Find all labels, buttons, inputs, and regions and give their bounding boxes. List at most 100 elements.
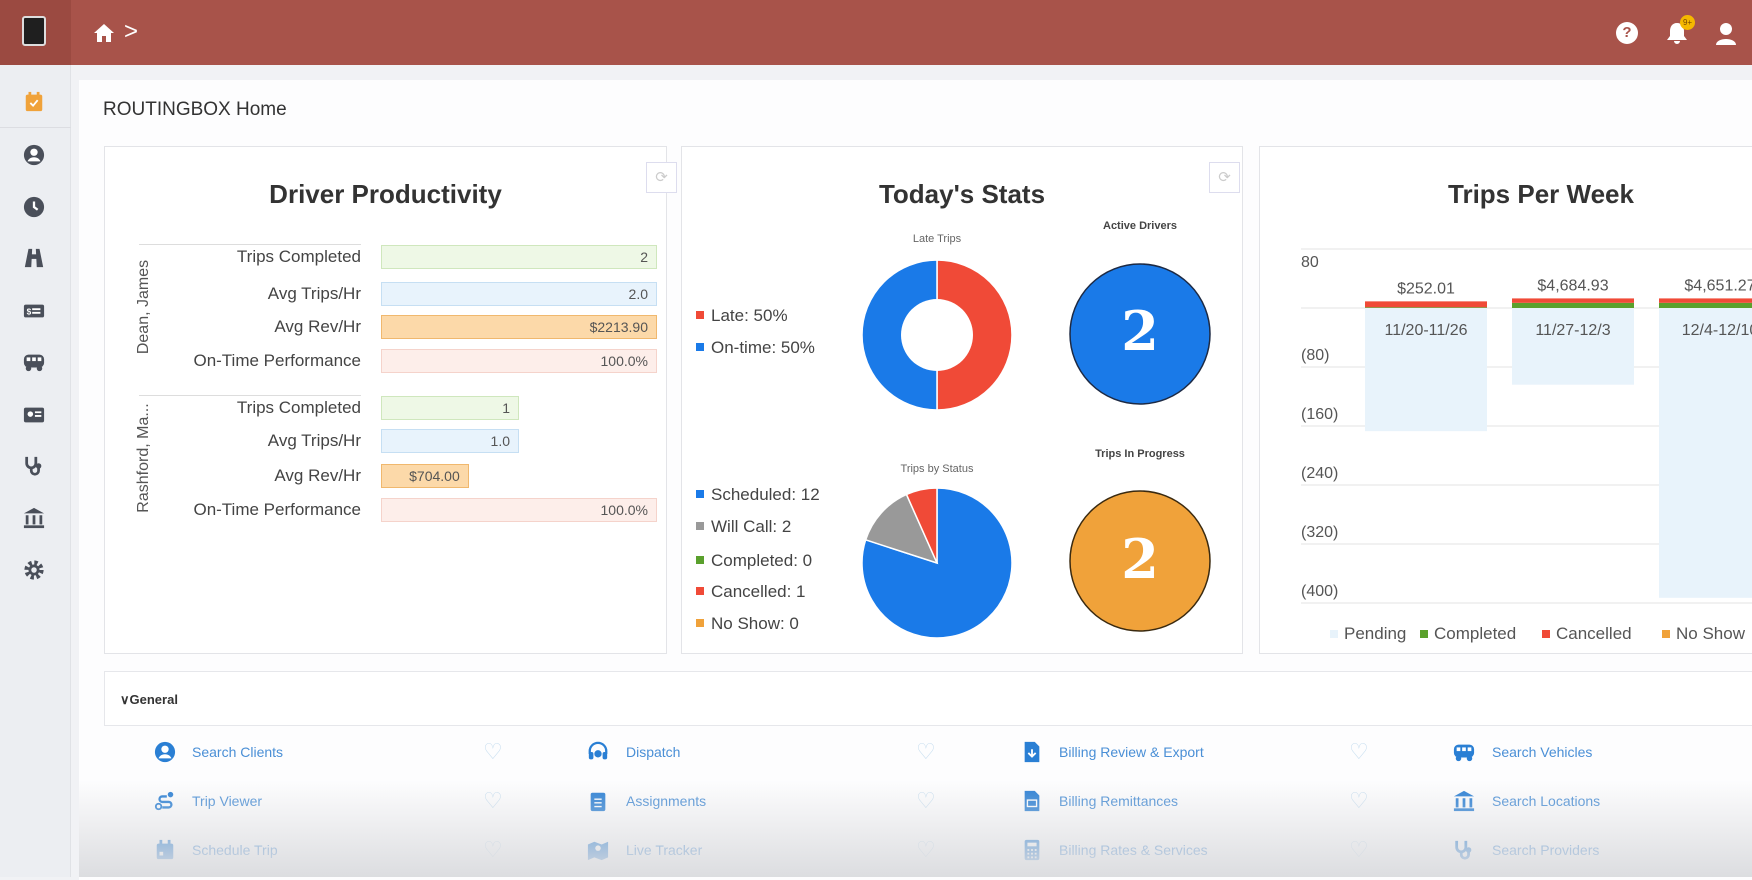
bar-completed[interactable] (1659, 302, 1752, 308)
refresh-button[interactable]: ⟳ (646, 162, 677, 193)
panel-title: Today's Stats (878, 179, 1046, 209)
trips-by-status-label: Trips by Status (900, 463, 974, 475)
pie-slice-cancelled[interactable] (905, 487, 938, 564)
breadcrumb-separator: > (124, 18, 139, 45)
user-circle-icon (154, 741, 176, 763)
legend-swatch (696, 619, 704, 627)
legend-item: Will Call: 2 (696, 517, 791, 537)
link-search-locations[interactable]: Search Locations (1492, 793, 1601, 809)
favorite-heart-icon[interactable]: ♡ (916, 739, 936, 764)
bar-completed[interactable] (1365, 307, 1487, 308)
pie-slice-on-time[interactable] (861, 259, 938, 411)
favorite-heart-icon[interactable]: ♡ (916, 788, 936, 813)
stethoscope-icon (25, 456, 42, 476)
bar-pending[interactable] (1365, 308, 1487, 432)
driver-divider (139, 395, 361, 396)
legend-swatch (696, 311, 704, 319)
legend-label: Cancelled: 1 (711, 582, 806, 601)
svg-text:$: $ (27, 308, 32, 317)
legend-label[interactable]: Pending (1344, 624, 1406, 643)
bar-cancelled[interactable] (1512, 298, 1634, 303)
bar-pending[interactable] (1659, 308, 1752, 598)
home-icon[interactable] (93, 23, 115, 43)
link-icon-wrap[interactable] (587, 839, 609, 861)
legend-item: Completed: 0 (696, 551, 812, 571)
link-icon-wrap[interactable] (154, 839, 176, 861)
link-assignments[interactable]: Assignments (626, 793, 707, 809)
user-icon[interactable] (1715, 22, 1737, 46)
bar-cancelled[interactable] (1365, 301, 1487, 308)
bar-completed[interactable] (1512, 302, 1634, 308)
legend-swatch (696, 522, 704, 530)
link-icon-wrap[interactable] (1021, 741, 1043, 763)
todays-stats-panel: Today's Stats ⟳ Late Trips Active Driver… (681, 146, 1243, 654)
legend-item: Scheduled: 12 (696, 485, 820, 505)
general-section-toggle[interactable]: ∨General (120, 692, 178, 708)
y-tick-label: 80 (1301, 254, 1319, 271)
sidebar-item-stethoscope[interactable] (23, 455, 47, 479)
link-icon-wrap[interactable] (1021, 839, 1043, 861)
sidebar-item-bus[interactable] (23, 351, 47, 375)
favorite-heart-icon[interactable]: ♡ (1349, 739, 1369, 764)
general-section-header[interactable] (104, 671, 1752, 726)
logo-cell (0, 0, 71, 65)
link-billing-remittances[interactable]: Billing Remittances (1059, 793, 1179, 809)
link-trip-viewer[interactable]: Trip Viewer (192, 793, 263, 809)
sidebar-item-clock[interactable] (23, 196, 47, 220)
link-search-clients[interactable]: Search Clients (192, 744, 284, 760)
sidebar: $ (0, 65, 71, 877)
app-logo[interactable] (22, 16, 46, 46)
gear-icon (24, 560, 44, 580)
x-category-label: 12/4-12/10 (1682, 322, 1752, 339)
legend-label[interactable]: Completed (1434, 624, 1516, 643)
bar-pending[interactable] (1512, 308, 1634, 385)
metric-bar: 1.0 (381, 429, 519, 453)
favorite-heart-icon[interactable]: ♡ (916, 837, 936, 862)
link-icon-wrap[interactable] (1021, 790, 1043, 812)
legend-label: On-time: 50% (711, 338, 815, 357)
sidebar-item-calendar-check[interactable] (23, 91, 47, 115)
trips-in-progress-circle (1069, 490, 1211, 632)
refresh-button[interactable]: ⟳ (1209, 162, 1240, 193)
sidebar-item-gear[interactable] (23, 559, 47, 583)
calendar-check-icon (25, 91, 43, 112)
pie-slice-will-call[interactable] (864, 493, 939, 565)
link-icon-wrap[interactable] (154, 741, 176, 763)
sidebar-item-money[interactable]: $ (23, 300, 47, 324)
link-icon-wrap[interactable] (587, 790, 609, 812)
bar-cancelled[interactable] (1659, 298, 1752, 303)
sidebar-item-building-columns[interactable] (23, 507, 47, 531)
pie-slice-late[interactable] (936, 259, 1013, 411)
link-icon-wrap[interactable] (1453, 741, 1475, 763)
sidebar-item-road[interactable] (23, 247, 47, 271)
help-icon[interactable]: ? (1616, 22, 1638, 44)
link-icon-wrap[interactable] (154, 790, 176, 812)
link-search-vehicles[interactable]: Search Vehicles (1492, 744, 1593, 760)
calculator-icon (1024, 839, 1040, 861)
favorite-heart-icon[interactable]: ♡ (1349, 837, 1369, 862)
legend-label[interactable]: No Show (1676, 624, 1746, 643)
link-live-tracker[interactable]: Live Tracker (626, 842, 703, 858)
favorite-heart-icon[interactable]: ♡ (483, 739, 503, 764)
metric-label: Avg Trips/Hr (267, 284, 361, 303)
clipboard-icon (590, 792, 606, 812)
legend-label: Scheduled: 12 (711, 485, 820, 504)
link-icon-wrap[interactable] (587, 741, 609, 763)
link-icon-wrap[interactable] (1453, 839, 1475, 861)
link-billing-review-export[interactable]: Billing Review & Export (1059, 744, 1204, 760)
favorite-heart-icon[interactable]: ♡ (1349, 788, 1369, 813)
legend-label[interactable]: Cancelled (1556, 624, 1632, 643)
sidebar-divider (0, 127, 71, 128)
link-search-providers[interactable]: Search Providers (1492, 842, 1600, 858)
sidebar-item-user-circle[interactable] (23, 144, 47, 168)
link-dispatch[interactable]: Dispatch (626, 744, 681, 760)
sidebar-item-id-card[interactable] (23, 404, 47, 428)
link-icon-wrap[interactable] (1453, 790, 1475, 812)
link-billing-rates-services[interactable]: Billing Rates & Services (1059, 842, 1208, 858)
link-schedule-trip[interactable]: Schedule Trip (192, 842, 278, 858)
legend-swatch (1662, 630, 1670, 638)
calendar-icon (156, 839, 174, 860)
legend-swatch (696, 343, 704, 351)
favorite-heart-icon[interactable]: ♡ (483, 788, 503, 813)
favorite-heart-icon[interactable]: ♡ (483, 837, 503, 862)
